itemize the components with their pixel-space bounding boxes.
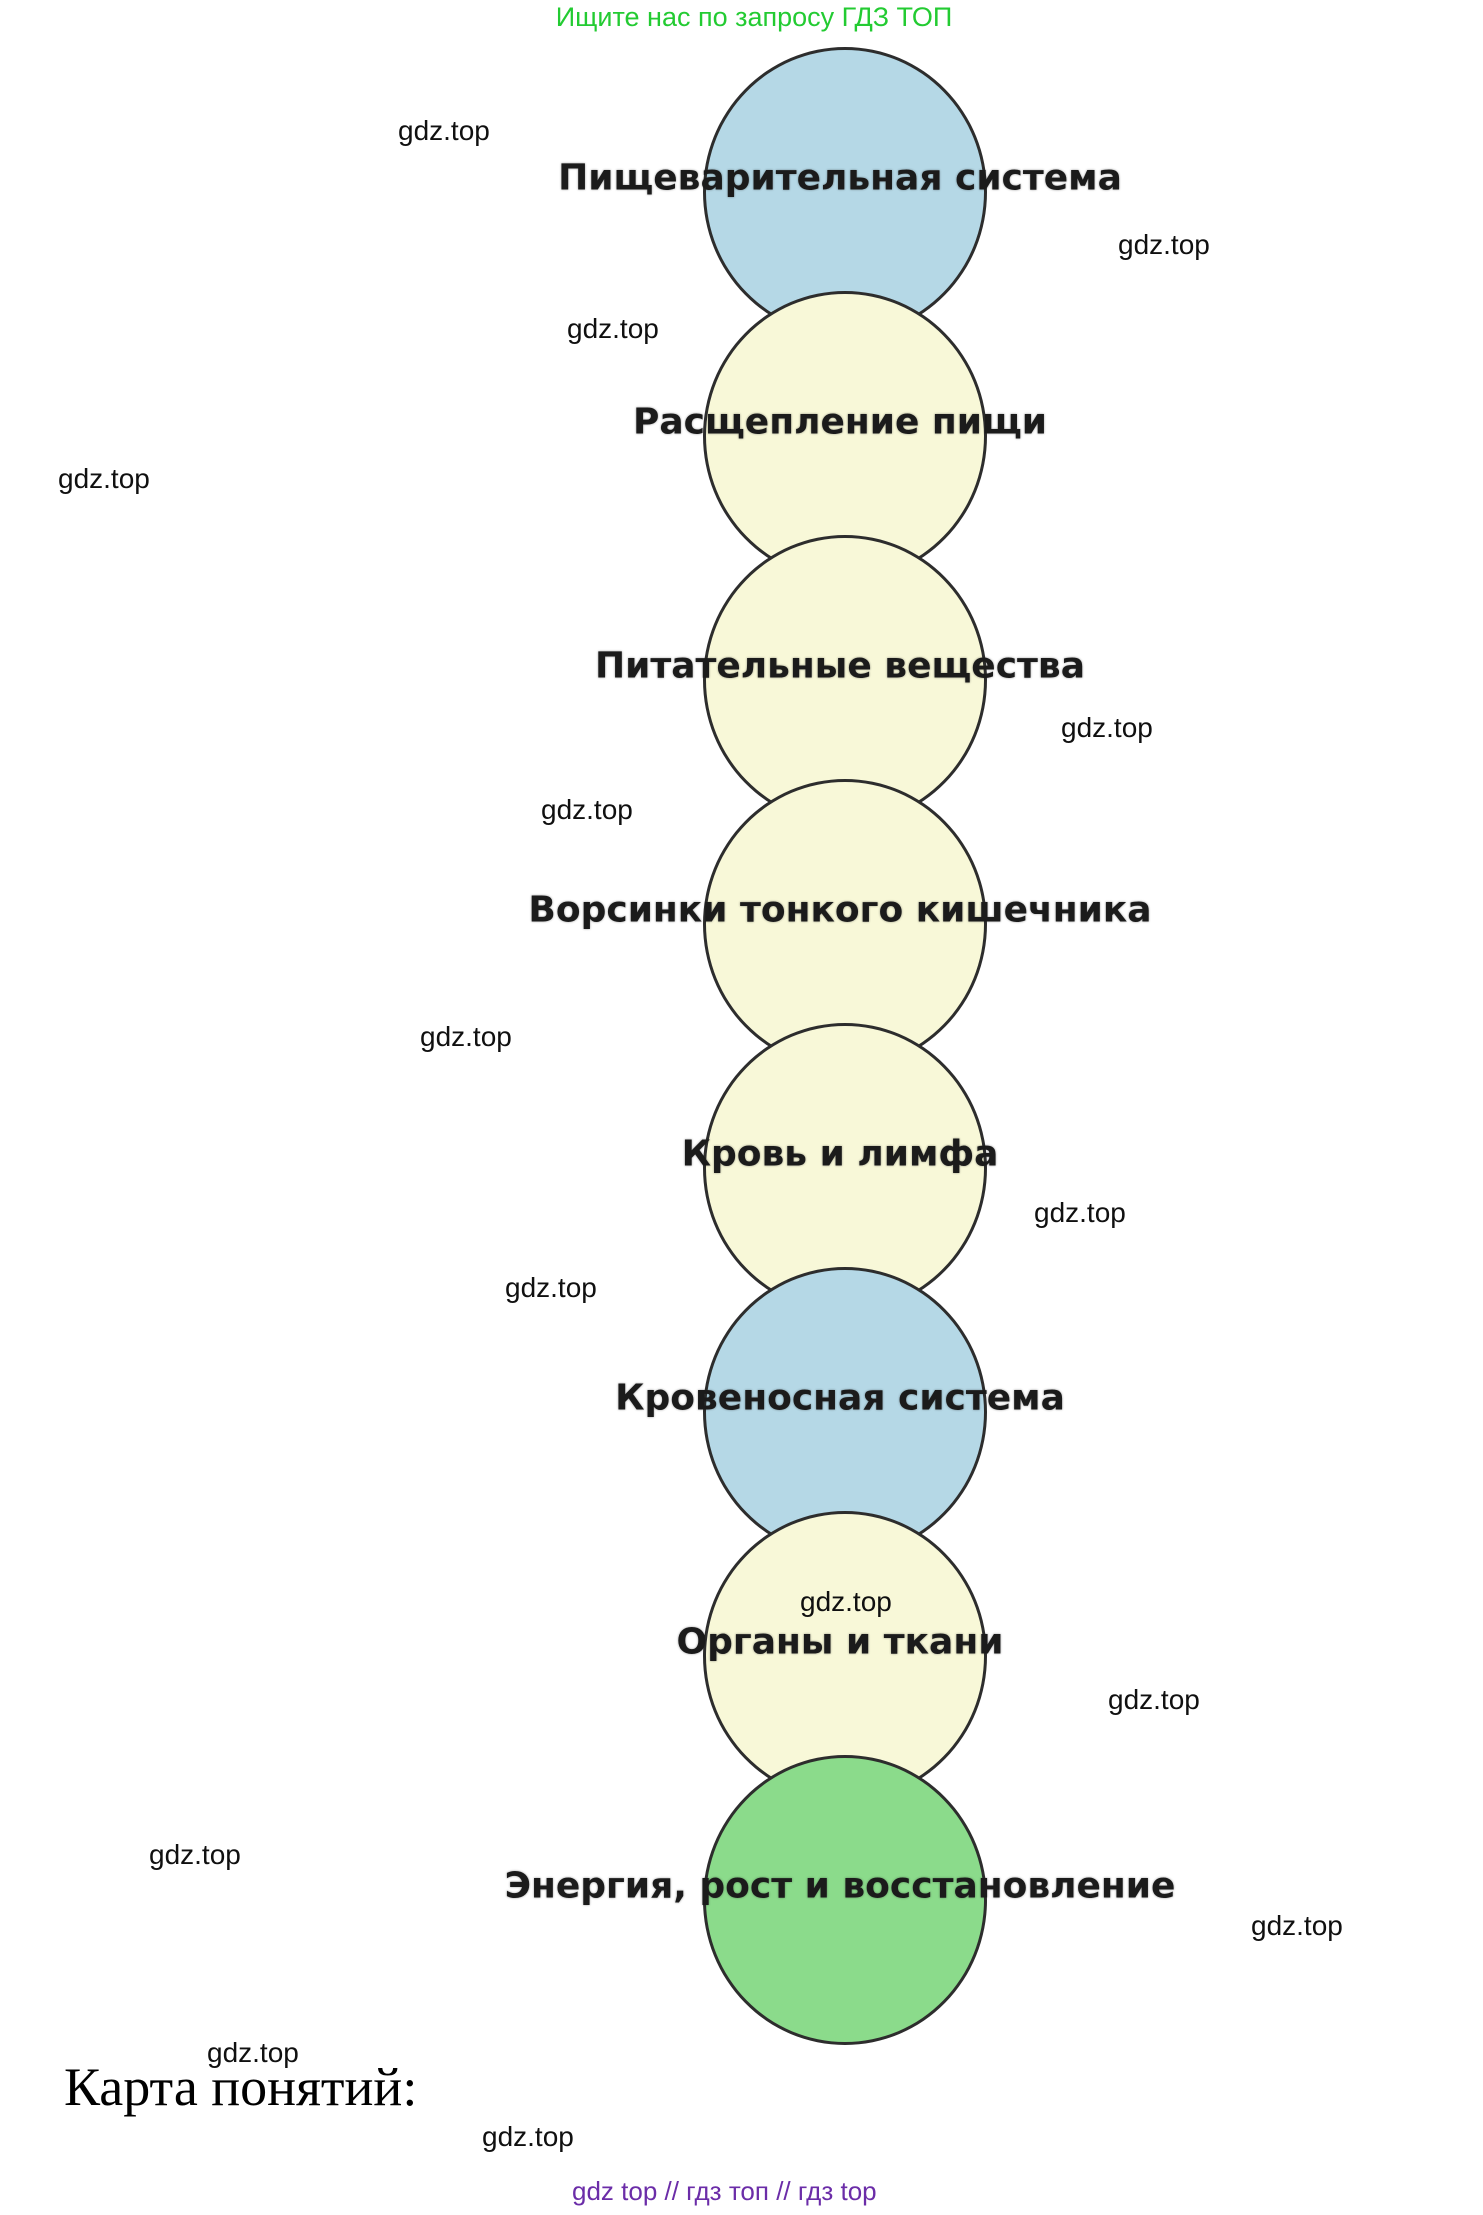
concept-circle-3 [703,535,987,825]
watermark-5: gdz.top [1061,712,1153,743]
watermark-15: gdz.top [482,2121,574,2152]
watermark-4: gdz.top [58,463,150,494]
watermark-2: gdz.top [1118,229,1210,260]
concept-label-3: Питательные вещества [595,645,1085,687]
watermark-7: gdz.top [420,1021,512,1052]
watermark-14: gdz.top [207,2037,299,2068]
concept-label-4: Ворсинки тонкого кишечника [528,889,1152,931]
concept-circle-1 [703,47,987,337]
concept-circle-8 [703,1755,987,2045]
concept-circle-7 [703,1511,987,1801]
watermark-8: gdz.top [1034,1197,1126,1228]
concept-label-5: Кровь и лимфа [681,1133,999,1175]
concept-label-7: Органы и ткани [676,1621,1004,1663]
watermark-1: gdz.top [398,115,490,146]
concept-label-1: Пищеварительная система [558,157,1122,199]
promo-banner-text: Ищите нас по запросу ГДЗ ТОП [555,2,953,32]
watermark-13: gdz.top [1251,1910,1343,1941]
watermark-11: gdz.top [1108,1684,1200,1715]
watermark-9: gdz.top [505,1272,597,1303]
watermark-3: gdz.top [567,313,659,344]
concept-circle-5 [703,1023,987,1313]
concept-label-6: Кровеносная система [615,1377,1065,1419]
watermark-10: gdz.top [800,1586,892,1617]
concept-circle-4 [703,779,987,1069]
concept-label-2: Расщепление пищи [632,401,1048,443]
watermark-12: gdz.top [149,1839,241,1870]
watermark-6: gdz.top [541,794,633,825]
map-caption: Карта понятий: [64,2057,418,2117]
concept-label-8: Энергия, рост и восстановление [504,1865,1176,1907]
concept-circle-6 [703,1267,987,1557]
footer-links[interactable]: gdz top // гдз топ // гдз top [572,2176,877,2206]
